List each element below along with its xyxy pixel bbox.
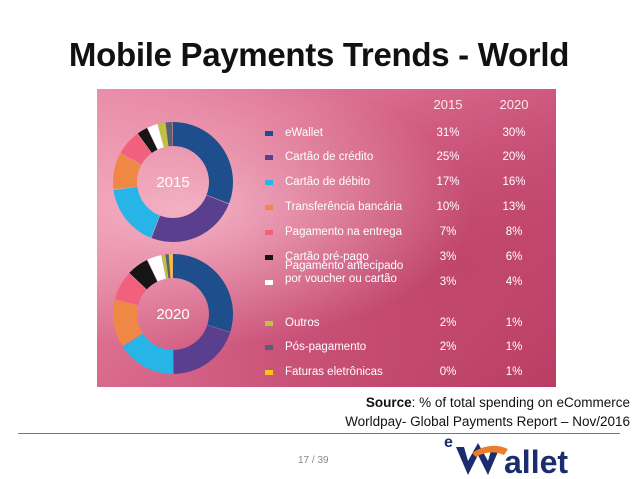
page-number: 17 / 39	[298, 455, 329, 466]
donut-center-label: 2020	[156, 306, 189, 323]
slice-2015-5	[120, 133, 152, 165]
legend-swatch	[265, 370, 273, 375]
slice-2015-6	[137, 127, 158, 153]
value-2020: 1%	[505, 317, 523, 329]
source-note: Source: % of total spending on eCommerce…	[345, 393, 630, 431]
source-reference: Worldpay- Global Payments Report – Nov/2…	[345, 414, 630, 429]
value-2020: 1%	[505, 341, 523, 353]
slice-2015-7	[147, 124, 164, 150]
legend-label: Cartão de débito	[285, 176, 371, 188]
slice-2015-9	[165, 122, 173, 147]
value-2015: 17%	[436, 176, 460, 188]
legend-swatch	[265, 180, 273, 185]
value-2020: 4%	[505, 276, 523, 288]
legend-swatch	[265, 230, 273, 235]
donut-center-label: 2015	[156, 174, 189, 191]
value-2015: 2%	[439, 317, 457, 329]
value-2020: 30%	[502, 127, 526, 139]
legend-label: Cartão de crédito	[285, 151, 374, 163]
logo-allet: allet	[504, 444, 568, 479]
slice-2020-8	[161, 254, 169, 279]
slice-2020-7	[147, 255, 166, 282]
value-2020: 20%	[502, 151, 526, 163]
ewallet-logo: e allet	[444, 434, 568, 479]
value-2015: 0%	[439, 366, 457, 378]
slice-2015-3	[113, 186, 160, 238]
slice-2020-1	[173, 254, 233, 332]
value-2015: 2%	[439, 341, 457, 353]
source-text: : % of total spending on eCommerce	[411, 395, 630, 410]
value-2020: 16%	[502, 176, 526, 188]
donut-charts: 2015 2020	[113, 122, 234, 374]
legend-swatch	[265, 155, 273, 160]
slice-2015-8	[158, 122, 169, 148]
legend-label: Transferência bancária	[285, 201, 403, 213]
legend-label: Faturas eletrônicas	[285, 366, 383, 378]
slice-2020-5	[114, 273, 147, 306]
slice-2020-6	[129, 259, 158, 290]
slice-2015-2	[151, 195, 229, 242]
slide-title: Mobile Payments Trends - World	[68, 36, 570, 73]
legend-label: Cartão pré-pago	[285, 251, 369, 263]
legend-label: Outros	[285, 317, 320, 329]
source-label: Source	[365, 395, 412, 410]
value-2015: 31%	[436, 127, 460, 139]
chart-panel: 2015 2020 2015 2020 eWallet 31% 30% Cartão d…	[97, 89, 556, 387]
legend-swatch	[265, 321, 273, 326]
slice-2015-4	[113, 153, 142, 190]
logo-e: e	[444, 434, 453, 451]
value-2020: 6%	[505, 251, 523, 263]
value-2020: 1%	[505, 366, 523, 378]
slice-2020-10	[169, 254, 173, 279]
column-header-2020: 2020	[499, 97, 529, 112]
value-2015: 10%	[436, 201, 460, 213]
legend-label: Pós-pagamento	[285, 341, 367, 353]
value-2020: 8%	[505, 226, 523, 238]
legend-label: eWallet	[285, 127, 323, 139]
legend-swatch	[265, 205, 273, 210]
legend-swatch	[265, 280, 273, 285]
legend-swatch	[265, 131, 273, 136]
slice-2020-3	[122, 333, 173, 374]
value-2015: 3%	[439, 276, 457, 288]
value-2015: 25%	[436, 151, 460, 163]
slice-2020-2	[173, 325, 231, 374]
value-2015: 3%	[439, 251, 457, 263]
logo-swoosh-icon	[472, 445, 508, 457]
legend-swatch	[265, 345, 273, 350]
footer-divider	[18, 433, 620, 434]
value-2015: 7%	[439, 226, 457, 238]
legend-swatch	[265, 255, 273, 260]
slice-2020-4	[113, 299, 143, 347]
column-header-2015: 2015	[433, 97, 463, 112]
slice-2015-1	[173, 122, 234, 204]
legend-label: Pagamento antecipado por voucher ou cartã…	[285, 260, 404, 285]
legend-label: Pagamento na entrega	[285, 226, 403, 238]
slice-2020-9	[165, 254, 171, 279]
logo-w-icon	[456, 443, 500, 475]
value-2020: 13%	[502, 201, 526, 213]
